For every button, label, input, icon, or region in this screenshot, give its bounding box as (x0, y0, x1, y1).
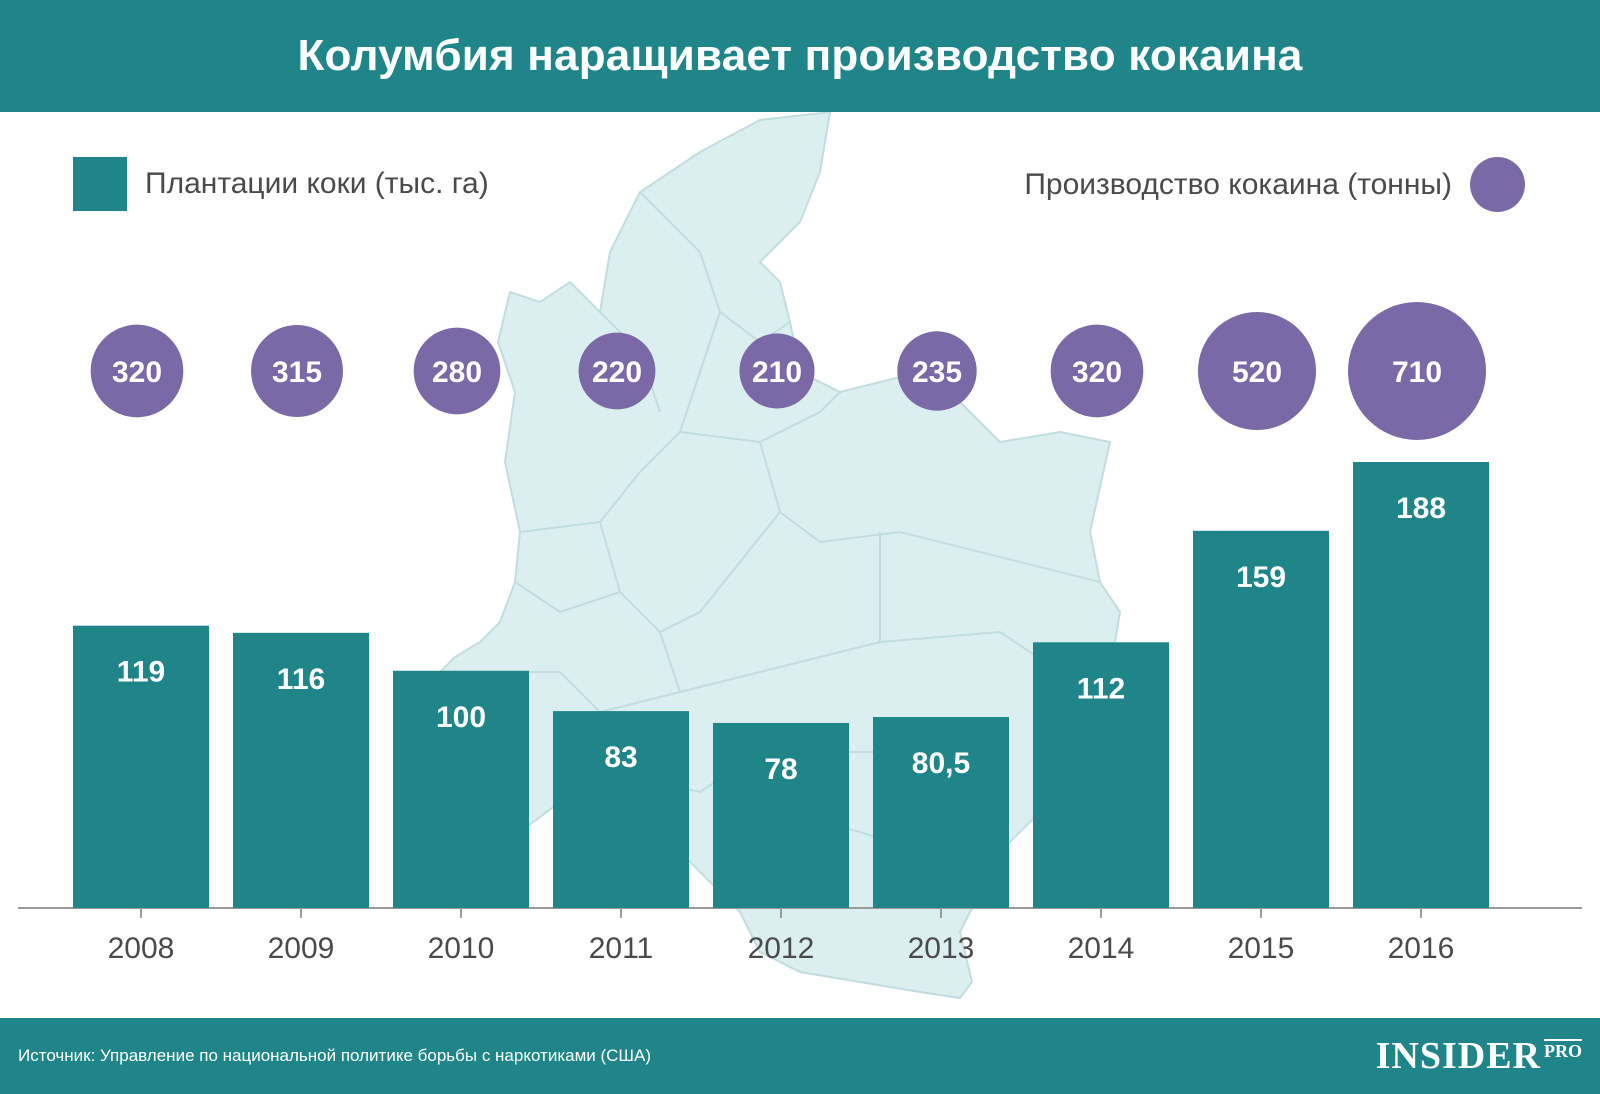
x-tick-label-2012: 2012 (748, 932, 815, 965)
x-tick-label-2011: 2011 (589, 932, 654, 965)
bar-label-2010: 100 (436, 701, 486, 734)
bar-label-2012: 78 (764, 753, 797, 786)
bubble-2009 (251, 325, 343, 417)
bar-2012 (713, 722, 849, 908)
bubble-2014 (1050, 324, 1144, 418)
bubble-2015 (1197, 311, 1317, 431)
legend-bars: Плантации коки (тыс. га) (73, 157, 489, 211)
bubble-label-2011: 220 (592, 356, 642, 389)
bar-label-2015: 159 (1236, 561, 1286, 594)
bubble-label-2014: 320 (1072, 356, 1122, 389)
legend-bar-swatch (73, 157, 127, 211)
x-tick-label-2015: 2015 (1228, 932, 1295, 965)
logo-main-text: INSIDER (1375, 1035, 1541, 1077)
bubble-2016 (1348, 302, 1486, 440)
x-tick-label-2008: 2008 (108, 932, 175, 965)
bubble-label-2010: 280 (432, 356, 482, 389)
legend-bubbles-label: Производство кокаина (тонны) (1024, 167, 1452, 201)
bar-2013 (873, 717, 1009, 908)
bar-label-2016: 188 (1396, 492, 1446, 525)
map-border-line (639, 191, 722, 473)
legend-bubble-swatch (1470, 157, 1525, 212)
legend-bubbles: Производство кокаина (тонны) (1024, 157, 1525, 212)
bubble-label-2013: 235 (912, 356, 962, 389)
bubble-label-2008: 320 (112, 356, 162, 389)
bubble-label-2015: 520 (1232, 356, 1282, 389)
source-note: Источник: Управление по национальной пол… (18, 1046, 652, 1065)
bar-2008 (73, 625, 209, 908)
bar-label-2008: 119 (117, 656, 165, 689)
bar-label-2013: 80,5 (912, 747, 970, 780)
bubble-label-2012: 210 (752, 356, 802, 389)
bubble-label-2016: 710 (1392, 356, 1442, 389)
bar-label-2014: 112 (1077, 672, 1125, 705)
x-tick-label-2016: 2016 (1388, 932, 1455, 965)
header-bar: Колумбия наращивает производство кокаина (0, 0, 1600, 112)
legend-bars-label: Плантации коки (тыс. га) (145, 167, 489, 200)
map-border-line (514, 581, 621, 614)
bubble-label-2009: 315 (272, 356, 322, 389)
bar-2015 (1193, 530, 1329, 908)
bar-label-2011: 83 (604, 741, 637, 774)
bubble-2011 (578, 332, 656, 410)
bar-2016 (1353, 462, 1489, 908)
bar-2011 (553, 711, 689, 908)
bubble-2010 (413, 327, 501, 415)
bubble-2012 (739, 333, 815, 409)
bubble-2008 (90, 324, 184, 418)
footer-bar: Источник: Управление по национальной пол… (0, 1018, 1600, 1094)
bubble-2013 (897, 331, 977, 411)
chart-area: 119 2008 320 116 2009 315 100 2010 280 83 2011 220 7… (18, 302, 1582, 965)
x-tick-label-2010: 2010 (428, 932, 495, 965)
map-border-line (659, 631, 881, 694)
x-tick-label-2009: 2009 (268, 932, 335, 965)
insider-pro-logo: INSIDER PRO (1376, 1037, 1582, 1075)
logo-pro-text: PRO (1544, 1039, 1582, 1061)
bar-2009 (233, 632, 369, 908)
map-border-line (679, 391, 841, 444)
x-tick-label-2013: 2013 (908, 932, 975, 965)
bar-2010 (393, 670, 529, 908)
bar-2014 (1033, 642, 1169, 908)
bar-label-2009: 116 (277, 663, 325, 696)
x-tick-label-2014: 2014 (1068, 932, 1135, 965)
chart-title: Колумбия наращивает производство кокаина (297, 31, 1303, 80)
